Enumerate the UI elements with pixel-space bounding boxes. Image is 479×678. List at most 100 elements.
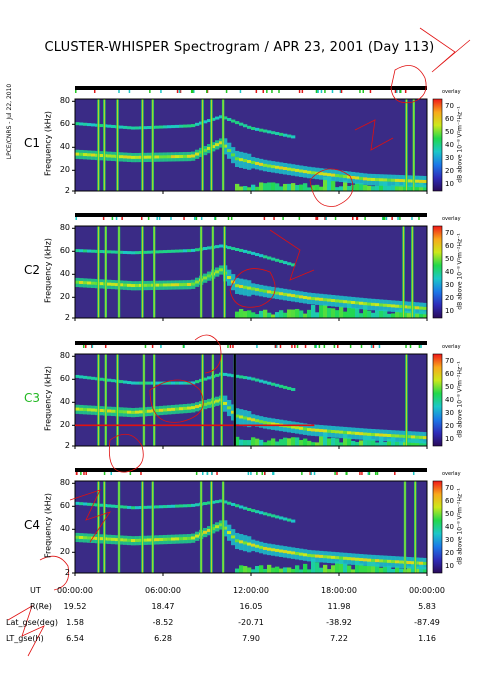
ephemeris-value: -87.49 <box>414 618 440 627</box>
y-tick-label: 60 <box>59 501 70 511</box>
y-tick-label: 2 <box>64 441 70 450</box>
ephemeris-value: 7.90 <box>242 634 260 643</box>
status-bar <box>75 341 427 345</box>
ephemeris-value: -38.92 <box>326 618 352 627</box>
y-tick-label: 80 <box>59 223 70 233</box>
status-bar <box>75 213 427 217</box>
spectrogram-panel-c1 <box>72 86 443 194</box>
colorbar-label: dB above 10⁻⁸ V²m⁻²Hz⁻¹ <box>456 233 464 310</box>
colorbar <box>432 353 443 447</box>
vertical-bursts <box>97 99 415 191</box>
colorbar-tick-label: 30 <box>445 154 454 163</box>
y-tick-label: 60 <box>59 119 70 129</box>
x-tick-label: 06:00:00 <box>145 586 181 595</box>
colorbar-tick-label: 50 <box>445 254 454 263</box>
x-tick-label: 00:00:00 <box>409 586 445 595</box>
y-tick-label: 2 <box>64 186 70 195</box>
ephemeris-value: 19.52 <box>63 602 87 611</box>
y-tick-label: 20 <box>59 547 70 557</box>
colorbar-title: overlay <box>442 344 461 350</box>
x-tick-label: 00:00:00 <box>57 586 93 595</box>
status-ticks <box>75 90 407 93</box>
spectral-columns <box>75 115 428 191</box>
ephemeris-label: Lat_gse(deg) <box>6 618 58 627</box>
satellite-label-c4: C4 <box>24 518 41 532</box>
colorbar-tick-label: 20 <box>445 294 454 303</box>
y-tick-label: 40 <box>59 142 70 152</box>
colorbar-tick-label: 30 <box>445 536 454 545</box>
colorbar-tick-label: 60 <box>445 241 454 250</box>
y-tick-label: 80 <box>59 351 70 361</box>
colorbar-label: dB above 10⁻⁸ V²m⁻²Hz⁻¹ <box>456 361 464 438</box>
status-ticks <box>75 217 420 220</box>
ephemeris-value: -8.52 <box>152 618 174 627</box>
vertical-bursts <box>97 481 417 573</box>
colorbar-tick-label: 50 <box>445 127 454 136</box>
satellite-label-c3: C3 <box>24 391 41 405</box>
ut-row-label: UT <box>30 586 41 595</box>
vertical-bursts <box>97 354 408 446</box>
spectral-columns <box>75 372 428 446</box>
colorbar-tick-label: 50 <box>445 509 454 518</box>
vertical-bursts <box>97 226 414 318</box>
colorbar <box>432 480 443 574</box>
colorbar-tick-label: 20 <box>445 422 454 431</box>
ephemeris-label: R(Re) <box>30 602 52 611</box>
satellite-label-c1: C1 <box>24 136 41 150</box>
colorbar-tick-label: 40 <box>445 268 454 276</box>
ephemeris-value: 6.28 <box>154 634 172 643</box>
colorbar-tick-label: 30 <box>445 409 454 418</box>
colorbar-title: overlay <box>442 89 461 95</box>
colorbar-label: dB above 10⁻⁸ V²m⁻²Hz⁻¹ <box>456 106 464 183</box>
colorbar-tick-label: 20 <box>445 549 454 558</box>
y-tick-label: 2 <box>64 568 70 577</box>
colorbar-title: overlay <box>442 216 461 222</box>
colorbar-tick-label: 10 <box>445 435 454 444</box>
colorbar-tick-label: 10 <box>445 307 454 316</box>
colorbar-tick-label: 50 <box>445 382 454 391</box>
ephemeris-value: 7.22 <box>330 634 348 643</box>
ephemeris-value: 11.98 <box>327 602 351 611</box>
colorbar-tick-label: 60 <box>445 114 454 123</box>
y-tick-label: 60 <box>59 374 70 384</box>
satellite-label-c2: C2 <box>24 263 41 277</box>
status-ticks <box>82 345 422 348</box>
x-tick-label: 12:00:00 <box>233 586 269 595</box>
status-ticks <box>75 472 415 475</box>
spectrogram-panel-c4 <box>72 468 443 576</box>
colorbar-tick-label: 70 <box>445 483 454 492</box>
colorbar-tick-label: 70 <box>445 228 454 237</box>
colorbar-tick-label: 10 <box>445 562 454 571</box>
ephemeris-value: 16.05 <box>239 602 263 611</box>
ephemeris-value: -20.71 <box>238 618 264 627</box>
colorbar-title: overlay <box>442 471 461 477</box>
ephemeris-value: 6.54 <box>66 634 84 643</box>
ephemeris-value: 1.16 <box>418 634 436 643</box>
y-tick-label: 20 <box>59 420 70 430</box>
ephemeris-value: 1.58 <box>66 618 84 627</box>
x-tick-label: 18:00:00 <box>321 586 357 595</box>
spectrogram-panel-c3 <box>72 341 443 449</box>
y-tick-label: 2 <box>64 313 70 322</box>
colorbar-tick-label: 70 <box>445 101 454 110</box>
y-tick-label: 40 <box>59 524 70 534</box>
colorbar-tick-label: 40 <box>445 396 454 404</box>
y-tick-label: 40 <box>59 269 70 279</box>
ephemeris-value: 5.83 <box>418 602 436 611</box>
red-watermark <box>7 27 471 657</box>
y-tick-label: 80 <box>59 478 70 488</box>
colorbar-tick-label: 20 <box>445 167 454 176</box>
colorbar-tick-label: 70 <box>445 356 454 365</box>
y-tick-label: 20 <box>59 292 70 302</box>
y-tick-label: 20 <box>59 165 70 175</box>
ephemeris-label: LT_gse(h) <box>6 634 44 643</box>
colorbar <box>432 98 443 192</box>
y-tick-label: 80 <box>59 96 70 106</box>
status-bar <box>75 468 427 472</box>
colorbar-label: dB above 10⁻⁸ V²m⁻²Hz⁻¹ <box>456 488 464 565</box>
spectral-columns <box>75 244 428 318</box>
status-bar <box>75 86 427 90</box>
colorbar <box>432 225 443 319</box>
colorbar-tick-label: 60 <box>445 496 454 505</box>
